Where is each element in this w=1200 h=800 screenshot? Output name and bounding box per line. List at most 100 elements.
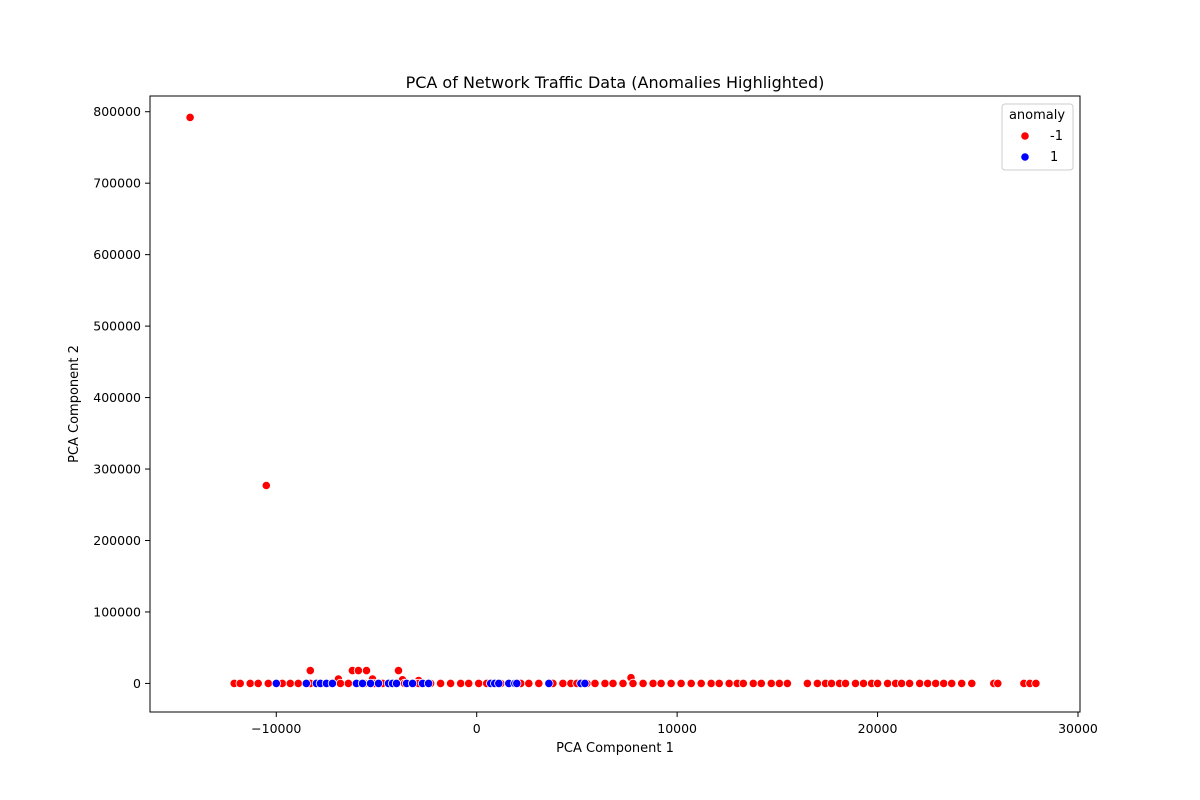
data-point [558, 678, 568, 689]
data-point [608, 678, 618, 689]
data-point [544, 678, 554, 689]
data-point [676, 678, 686, 689]
data-point [305, 665, 315, 676]
data-point [423, 678, 434, 689]
data-point [812, 678, 823, 689]
data-point [666, 678, 676, 689]
data-point [967, 678, 977, 689]
y-tick-label: 700000 [93, 176, 141, 191]
data-point [850, 678, 861, 689]
data-point [766, 678, 776, 689]
y-axis: 0 100000 200000 300000 400000 500000 600000 700… [93, 104, 150, 691]
legend: anomaly -1 1 [1001, 103, 1074, 171]
data-point [373, 678, 384, 689]
data-point [407, 678, 418, 689]
data-point [590, 678, 600, 689]
y-tick-label: 200000 [93, 533, 141, 548]
data-point [464, 678, 474, 689]
y-tick-label: 800000 [93, 104, 141, 119]
data-point [343, 678, 353, 689]
legend-title: anomaly [1009, 108, 1065, 123]
x-axis: −10000 0 10000 20000 30000 [251, 712, 1098, 736]
data-point [748, 678, 758, 689]
data-point [353, 665, 363, 676]
data-point [456, 678, 466, 689]
legend-marker-neg1 [1020, 131, 1030, 141]
x-axis-label: PCA Component 1 [556, 741, 674, 756]
x-tick-label: −10000 [251, 721, 301, 736]
data-point [391, 678, 402, 689]
data-point [724, 678, 734, 689]
data-point [534, 678, 544, 689]
x-tick-label: 20000 [858, 721, 898, 736]
data-point [993, 678, 1003, 689]
y-tick-label: 600000 [93, 247, 141, 262]
data-point [335, 678, 345, 689]
data-point [185, 112, 195, 123]
data-point [714, 678, 724, 689]
data-point [600, 678, 610, 689]
chart-title: PCA of Network Traffic Data (Anomalies H… [406, 73, 825, 92]
data-point [923, 678, 933, 689]
data-point [361, 665, 372, 676]
x-tick-label: 30000 [1058, 721, 1098, 736]
data-point [271, 678, 281, 689]
data-point [738, 678, 748, 689]
legend-label-neg1: -1 [1050, 129, 1063, 144]
data-point [293, 678, 303, 689]
data-point [686, 678, 696, 689]
data-point [756, 678, 766, 689]
legend-box [1001, 103, 1074, 171]
data-point [872, 678, 883, 689]
data-point [357, 678, 368, 689]
y-tick-label: 0 [133, 676, 141, 691]
data-point [512, 678, 522, 689]
data-point [580, 678, 590, 689]
legend-label-pos1: 1 [1050, 150, 1058, 165]
data-point [245, 678, 255, 689]
data-point [494, 678, 504, 689]
data-point [1031, 678, 1041, 689]
data-point [301, 678, 311, 689]
data-point [858, 678, 869, 689]
data-point [235, 678, 245, 689]
data-point [656, 678, 666, 689]
y-tick-label: 500000 [93, 319, 141, 334]
data-point [263, 678, 273, 689]
data-point [931, 678, 941, 689]
data-point [840, 678, 851, 689]
data-point [802, 678, 813, 689]
data-point [393, 665, 404, 676]
data-point [618, 678, 628, 689]
series-anomaly-neg1 [185, 112, 1041, 689]
data-point [957, 678, 967, 689]
data-point [253, 678, 263, 689]
data-point [706, 678, 716, 689]
data-point [826, 678, 837, 689]
plot-frame [149, 95, 1081, 713]
data-point [915, 678, 925, 689]
data-point [285, 678, 295, 689]
x-tick-label: 10000 [657, 721, 697, 736]
data-point [648, 678, 658, 689]
data-point [474, 678, 484, 689]
y-axis-label: PCA Component 2 [67, 345, 82, 463]
data-point [947, 678, 957, 689]
y-tick-label: 300000 [93, 462, 141, 477]
x-tick-label: 0 [473, 721, 481, 736]
y-tick-label: 100000 [93, 604, 141, 619]
points-layer [185, 112, 1041, 689]
data-point [628, 678, 638, 689]
y-tick-label: 400000 [93, 390, 141, 405]
legend-marker-pos1 [1020, 152, 1030, 162]
data-point [782, 678, 793, 689]
data-point [261, 480, 271, 491]
plot-area [149, 95, 1081, 713]
data-point [939, 678, 949, 689]
data-point [882, 678, 893, 689]
data-point [435, 678, 446, 689]
data-point [524, 678, 534, 689]
data-point [774, 678, 785, 689]
data-point [904, 678, 915, 689]
